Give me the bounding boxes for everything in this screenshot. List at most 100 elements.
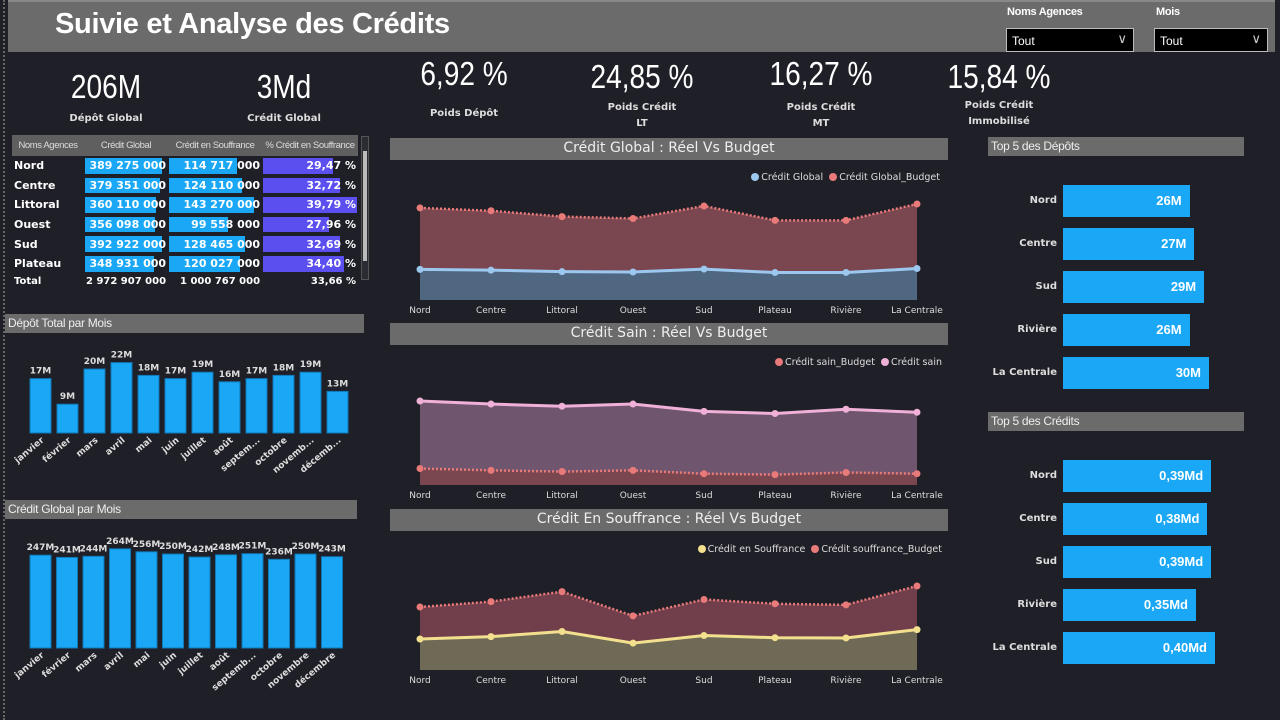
cs-legend: Crédit sain_Budget Crédit sain: [772, 357, 942, 368]
data-bar: [85, 158, 162, 174]
kpi-poids-credit-immo-label: Poids Crédit Immobilisé: [919, 98, 1079, 130]
bar-Nord[interactable]: 0,39Md: [1063, 460, 1212, 492]
legend-item[interactable]: Crédit souffrance_Budget: [821, 544, 942, 555]
agence-name-cell: Sud: [12, 234, 84, 254]
bar-La Centrale[interactable]: 0,40Md: [1063, 632, 1215, 664]
scrollbar-thumb[interactable]: [363, 151, 367, 261]
legend-item[interactable]: Crédit Global: [761, 172, 824, 183]
total-cell: Total: [14, 275, 42, 287]
table-scrollbar[interactable]: [361, 136, 369, 280]
data-point-La Centrale: [913, 582, 921, 590]
data-bar: [85, 197, 156, 213]
slicer-mois-dropdown[interactable]: Tout ∨: [1154, 28, 1268, 52]
data-label: 18M: [138, 363, 160, 373]
bar-Centre[interactable]: 0,38Md: [1063, 503, 1208, 535]
table-row[interactable]: Centre 379 351 000 124 110 000 32,72 %: [12, 176, 358, 196]
series-line: [419, 202, 918, 222]
cell-text: 120 027 000: [183, 257, 261, 271]
data-bar: [263, 158, 333, 174]
data-label: 17M: [30, 367, 52, 377]
data-point-La Centrale: [913, 470, 921, 478]
slicer-agences-dropdown[interactable]: Tout ∨: [1006, 28, 1134, 52]
data-label: 247M: [27, 543, 55, 553]
csf-legend: Crédit en Souffrance Crédit souffrance_B…: [695, 544, 942, 555]
table-row[interactable]: Sud 392 922 000 128 465 000 32,69 %: [12, 234, 358, 254]
bar-décemb...: [326, 390, 349, 434]
table-row[interactable]: Nord 389 275 000 114 717 000 29,47 %: [12, 156, 358, 176]
value-cell: 32,69 %: [262, 234, 358, 254]
legend-item[interactable]: Crédit sain: [890, 357, 942, 368]
bar-Sud[interactable]: 29M: [1063, 271, 1205, 303]
legend-dot: [774, 358, 783, 366]
chevron-down-icon: ∨: [1117, 31, 1127, 46]
data-point-Plateau: [771, 634, 779, 642]
value-cell: 356 098 000: [84, 215, 168, 235]
category-label: La Centrale: [992, 367, 1057, 378]
bar-Centre[interactable]: 27M: [1063, 228, 1195, 260]
column-header[interactable]: Crédit en Souffrance: [168, 135, 263, 156]
data-label: 250M: [159, 542, 187, 552]
data-point-Rivière: [842, 268, 850, 276]
bar-août: [215, 554, 237, 649]
bar-Rivière[interactable]: 26M: [1063, 314, 1190, 346]
column-header[interactable]: Noms Agences: [12, 135, 84, 156]
data-point-Sud: [700, 632, 708, 640]
category-label: La Centrale: [992, 642, 1057, 653]
data-point-Plateau: [771, 410, 779, 418]
data-label: 264M: [106, 537, 134, 547]
data-bar: [85, 177, 160, 194]
data-point-Ouest: [629, 639, 637, 647]
cg-line-title: Crédit Global : Réel Vs Budget: [390, 138, 948, 160]
data-bar: [169, 197, 254, 213]
data-point-Ouest: [629, 612, 637, 620]
top-depots-title: Top 5 des Dépôts: [988, 137, 1244, 156]
cell-text: 124 110 000: [183, 178, 261, 192]
data-point-Sud: [700, 265, 708, 273]
legend-item[interactable]: Crédit en Souffrance: [707, 544, 806, 555]
table-row[interactable]: Plateau 348 931 000 120 027 000 34,40 %: [12, 254, 358, 274]
bar-juillet: [188, 556, 211, 649]
bar-décembre: [321, 556, 343, 649]
legend-item[interactable]: Crédit Global_Budget: [839, 172, 940, 183]
bar-Sud[interactable]: 0,39Md: [1063, 546, 1212, 578]
data-point-Centre: [487, 400, 495, 408]
bar-La Centrale[interactable]: 30M: [1063, 357, 1209, 389]
series-area: [420, 468, 917, 485]
legend-item[interactable]: Crédit sain_Budget: [784, 357, 875, 368]
data-label: 16M: [219, 370, 241, 380]
chevron-down-icon: ∨: [1251, 31, 1261, 46]
column-header[interactable]: % Crédit en Souffrance: [262, 135, 358, 156]
x-tick-label: La Centrale: [891, 676, 943, 686]
column-header[interactable]: Crédit Global: [84, 135, 169, 156]
table-row[interactable]: Littoral 360 110 000 143 270 000 39,79 %: [12, 195, 358, 215]
kpi-poids-credit-mt-label: Poids Crédit MT: [741, 100, 901, 132]
cell-text: 34,40 %: [306, 257, 356, 271]
data-point-Ouest: [629, 268, 637, 276]
category-label: Sud: [1035, 556, 1057, 567]
slicer-agences-value: Tout: [1012, 34, 1035, 48]
bar-Nord[interactable]: 26M: [1063, 185, 1190, 217]
data-label: 9M: [60, 392, 75, 402]
x-tick-label: mai: [132, 651, 153, 671]
data-point-Ouest: [629, 400, 637, 408]
data-point-La Centrale: [913, 408, 921, 416]
page-title: Suivie et Analyse des Crédits: [55, 8, 450, 40]
depot-mois-title: Dépôt Total par Mois: [5, 314, 364, 333]
data-label: 17M: [246, 367, 268, 377]
legend-dot: [697, 545, 706, 553]
data-point-Centre: [487, 266, 495, 274]
value-cell: 39,79 %: [262, 195, 358, 215]
data-point-La Centrale: [913, 265, 921, 273]
table-row[interactable]: Ouest 356 098 000 99 558 000 27,96 %: [12, 215, 358, 235]
bar-juillet: [191, 371, 214, 434]
bar-septem...: [245, 378, 268, 434]
data-label: 18M: [273, 363, 295, 373]
slicer-mois-value: Tout: [1160, 34, 1183, 48]
x-tick-label: Rivière: [830, 490, 862, 501]
bar-Rivière[interactable]: 0,35Md: [1063, 589, 1196, 621]
cell-text: 143 270 000: [183, 198, 261, 212]
value-cell: 27,96 %: [262, 215, 358, 235]
x-tick-label: février: [40, 650, 74, 681]
value-cell: 34,40 %: [262, 254, 358, 274]
x-tick-label: février: [40, 435, 74, 466]
